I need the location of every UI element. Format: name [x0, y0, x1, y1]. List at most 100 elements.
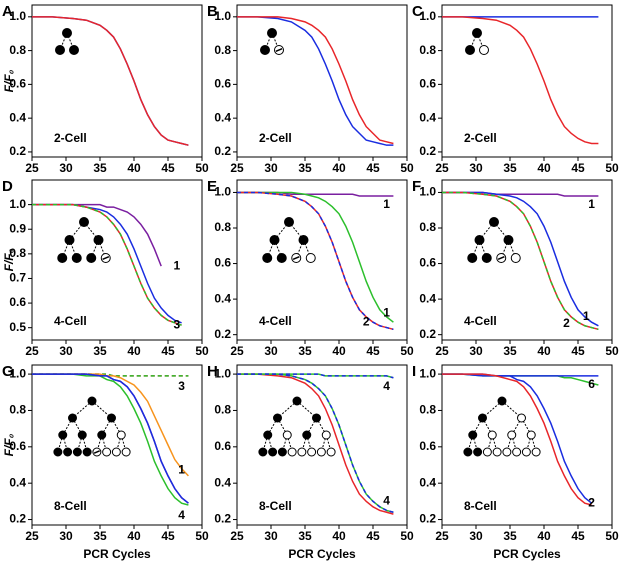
- tree-node: [68, 413, 77, 423]
- panel-letter: E: [207, 178, 217, 195]
- x-tick-label: 25: [230, 344, 244, 358]
- curve-annotation: 4: [383, 379, 390, 393]
- x-tick-label: 35: [298, 529, 312, 543]
- tree-node: [297, 447, 307, 457]
- x-tick-label: 25: [435, 344, 449, 358]
- tree-node: [58, 430, 68, 440]
- cell-label: 2-Cell: [464, 131, 497, 145]
- cell-label: 8-Cell: [259, 499, 292, 513]
- curve-annotation: 2: [563, 316, 570, 330]
- curve: [32, 16, 189, 146]
- y-tick-label: 0.4: [9, 475, 26, 489]
- x-axis-label: PCR Cycles: [288, 547, 356, 561]
- lineage-tree: [258, 396, 336, 457]
- x-tick-label: 40: [332, 161, 346, 175]
- tree-node: [111, 447, 121, 457]
- tree-node: [298, 235, 309, 245]
- plot-frame: [441, 179, 613, 341]
- y-tick-label: 0.2: [9, 144, 26, 158]
- curve: [32, 373, 189, 504]
- y-tick-label: 1.0: [419, 366, 436, 380]
- y-tick-label: 0.4: [419, 110, 436, 124]
- tree-node: [77, 430, 87, 440]
- panel-letter: A: [2, 3, 13, 20]
- curve-annotation: 1: [383, 197, 390, 211]
- x-tick-label: 35: [298, 161, 312, 175]
- tree-node: [503, 235, 514, 245]
- y-tick-label: 0.2: [214, 144, 231, 158]
- curve: [32, 373, 189, 477]
- curve: [237, 373, 394, 513]
- lineage-tree: [465, 28, 489, 55]
- y-tick-label: 0.8: [9, 246, 26, 260]
- y-tick-label: 0.6: [214, 256, 231, 270]
- x-tick-label: 30: [264, 529, 278, 543]
- tree-node: [292, 396, 302, 406]
- panel-letter: H: [207, 363, 218, 380]
- curve: [442, 191, 599, 327]
- tree-node: [489, 217, 499, 227]
- panel-letter: I: [412, 363, 416, 380]
- tree-node-hatch: [102, 255, 110, 261]
- x-tick-label: 25: [25, 161, 39, 175]
- x-tick-label: 45: [366, 344, 380, 358]
- lineage-tree: [463, 396, 541, 457]
- tree-node: [478, 413, 487, 423]
- y-tick-label: 0.8: [9, 43, 26, 57]
- x-tick-label: 25: [435, 529, 449, 543]
- tree-node: [268, 447, 278, 457]
- curve-annotation: 2: [588, 495, 595, 509]
- lineage-tree: [467, 217, 521, 263]
- y-tick-label: 1.0: [9, 366, 26, 380]
- tree-node: [55, 45, 65, 55]
- x-tick-label: 30: [469, 529, 483, 543]
- x-tick-label: 25: [230, 161, 244, 175]
- x-tick-label: 50: [195, 529, 209, 543]
- plot-frame: [31, 179, 203, 341]
- x-axis-label: PCR Cycles: [83, 547, 151, 561]
- tree-node: [474, 235, 485, 245]
- plot-frame: [441, 4, 613, 158]
- y-tick-label: 0.4: [214, 475, 231, 489]
- tree-node: [79, 217, 89, 227]
- y-tick-label: 0.8: [419, 403, 436, 417]
- curve: [32, 16, 189, 146]
- y-tick-label: 0.8: [214, 43, 231, 57]
- tree-node: [87, 396, 97, 406]
- curve-annotation: 3: [178, 379, 185, 393]
- curve-annotation: 3: [173, 317, 180, 331]
- x-tick-label: 35: [503, 344, 517, 358]
- x-tick-label: 40: [332, 344, 346, 358]
- y-tick-label: 1.0: [214, 9, 231, 23]
- panel-letter: F: [412, 178, 421, 195]
- x-tick-label: 35: [503, 161, 517, 175]
- curve: [237, 373, 394, 379]
- plot-frame: [31, 364, 203, 526]
- curve: [237, 191, 394, 331]
- x-tick-label: 45: [571, 344, 585, 358]
- y-tick-label: 0.7: [9, 271, 26, 285]
- y-tick-label: 1.0: [9, 197, 26, 211]
- tree-node: [71, 253, 82, 263]
- tree-node: [263, 430, 273, 440]
- y-tick-label: 1.0: [214, 366, 231, 380]
- x-tick-label: 50: [605, 529, 619, 543]
- curve: [237, 373, 394, 513]
- x-tick-label: 35: [93, 161, 107, 175]
- curve-annotation: 1: [173, 258, 180, 272]
- tree-node: [102, 447, 112, 457]
- cell-label: 8-Cell: [464, 499, 497, 513]
- x-tick-label: 45: [161, 529, 175, 543]
- x-tick-label: 25: [435, 161, 449, 175]
- y-tick-label: 0.4: [214, 110, 231, 124]
- y-axis-label: F/F₀: [2, 248, 16, 271]
- x-tick-label: 35: [503, 529, 517, 543]
- curve: [442, 16, 599, 145]
- y-tick-label: 0.8: [214, 403, 231, 417]
- x-tick-label: 40: [127, 344, 141, 358]
- tree-node: [86, 253, 97, 263]
- curve: [32, 203, 182, 324]
- lineage-tree: [262, 217, 316, 263]
- tree-node: [277, 447, 287, 457]
